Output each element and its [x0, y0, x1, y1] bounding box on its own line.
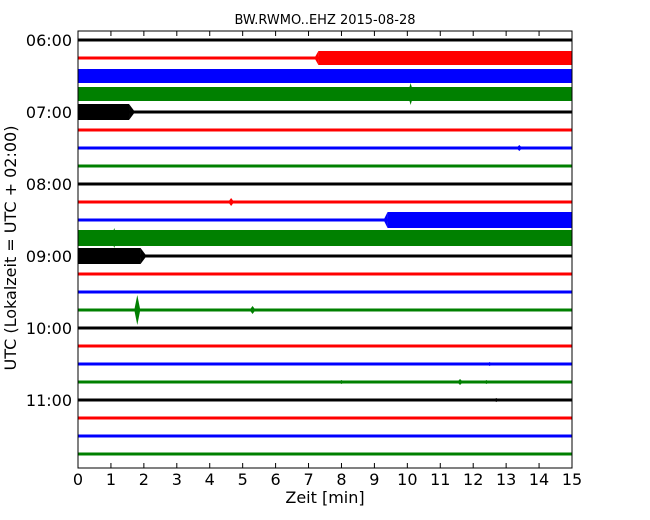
- trace-row: [78, 379, 572, 385]
- trace-baseline: [78, 434, 572, 438]
- trace-burst-tail: [140, 248, 147, 264]
- y-tick-label: 08:00: [26, 175, 72, 194]
- trace-burst-onset: [383, 212, 388, 228]
- trace-baseline: [78, 362, 572, 366]
- x-axis: 0 1 2 3 4 5 6 7 8 9 10 11 12 13 14 15: [73, 31, 582, 489]
- trace-burst: [318, 51, 572, 65]
- trace-baseline: [78, 398, 572, 402]
- plot-frame: [77, 30, 573, 469]
- trace-baseline: [78, 290, 572, 294]
- x-tick-label: 7: [303, 470, 313, 489]
- trace-row: [78, 452, 572, 456]
- trace-row: [78, 198, 572, 206]
- trace-row: [78, 344, 572, 348]
- trace-baseline: [78, 380, 572, 384]
- x-tick-label: 12: [463, 470, 483, 489]
- trace-row: [78, 145, 572, 151]
- trace-baseline: [78, 146, 572, 150]
- x-tick-label: 4: [205, 470, 215, 489]
- y-axis-label: UTC (Lokalzeit = UTC + 02:00): [1, 126, 20, 371]
- traces-layer: [78, 38, 572, 456]
- trace-baseline: [78, 326, 572, 330]
- x-tick-label: 0: [73, 470, 83, 489]
- trace-row: [78, 182, 572, 186]
- trace-row: [78, 228, 572, 248]
- trace-event: [338, 380, 345, 384]
- trace-row: [78, 212, 572, 228]
- trace-burst: [387, 212, 572, 228]
- trace-burst: [78, 87, 572, 101]
- trace-event: [134, 295, 141, 325]
- trace-baseline: [78, 272, 572, 276]
- trace-row: [78, 51, 572, 65]
- trace-event: [111, 228, 118, 248]
- trace-baseline: [78, 254, 572, 258]
- trace-row: [78, 69, 572, 83]
- trace-row: [78, 416, 572, 420]
- x-tick-label: 11: [430, 470, 450, 489]
- trace-burst: [78, 230, 572, 246]
- x-tick-label: 6: [271, 470, 281, 489]
- trace-baseline: [78, 416, 572, 420]
- trace-baseline: [78, 452, 572, 456]
- trace-event: [516, 145, 523, 151]
- trace-row: [78, 295, 572, 325]
- trace-baseline: [78, 308, 572, 312]
- trace-row: [78, 326, 572, 330]
- x-tick-label: 5: [238, 470, 248, 489]
- x-tick-label: 10: [397, 470, 417, 489]
- trace-event: [483, 380, 490, 384]
- y-tick-label: 11:00: [26, 391, 72, 410]
- trace-row: [78, 164, 572, 168]
- x-tick-label: 13: [496, 470, 516, 489]
- trace-burst: [78, 104, 130, 120]
- trace-event: [228, 198, 235, 206]
- trace-row: [78, 83, 572, 105]
- trace-baseline: [78, 344, 572, 348]
- trace-row: [78, 128, 572, 132]
- x-tick-label: 3: [172, 470, 182, 489]
- trace-burst: [78, 69, 572, 83]
- x-tick-label: 14: [529, 470, 549, 489]
- trace-row: [78, 434, 572, 438]
- trace-baseline: [78, 38, 572, 42]
- y-axis: 06:00 07:00 08:00 09:00 10:00 11:00: [26, 31, 572, 410]
- trace-event: [407, 83, 414, 105]
- y-tick-label: 06:00: [26, 31, 72, 50]
- y-tick-label: 10:00: [26, 319, 72, 338]
- trace-event: [493, 398, 500, 402]
- x-tick-label: 8: [336, 470, 346, 489]
- trace-row: [78, 362, 572, 366]
- trace-row: [78, 38, 572, 42]
- trace-baseline: [78, 218, 572, 222]
- trace-event: [457, 379, 464, 385]
- trace-row: [78, 104, 572, 120]
- trace-baseline: [78, 110, 572, 114]
- y-tick-label: 07:00: [26, 103, 72, 122]
- x-tick-label: 15: [562, 470, 582, 489]
- trace-burst-tail: [129, 104, 136, 120]
- x-tick-label: 1: [106, 470, 116, 489]
- trace-event: [486, 362, 493, 366]
- trace-burst: [78, 248, 141, 264]
- trace-row: [78, 290, 572, 294]
- trace-baseline: [78, 200, 572, 204]
- x-tick-label: 2: [139, 470, 149, 489]
- trace-event: [249, 306, 256, 314]
- trace-row: [78, 248, 572, 264]
- trace-row: [78, 272, 572, 276]
- trace-baseline: [78, 164, 572, 168]
- chart-title: BW.RWMO..EHZ 2015-08-28: [234, 13, 415, 28]
- trace-burst-onset: [314, 51, 319, 65]
- trace-baseline: [78, 182, 572, 186]
- trace-row: [78, 398, 572, 402]
- trace-baseline: [78, 128, 572, 132]
- x-tick-label: 9: [369, 470, 379, 489]
- x-axis-label: Zeit [min]: [285, 488, 364, 507]
- y-tick-label: 09:00: [26, 247, 72, 266]
